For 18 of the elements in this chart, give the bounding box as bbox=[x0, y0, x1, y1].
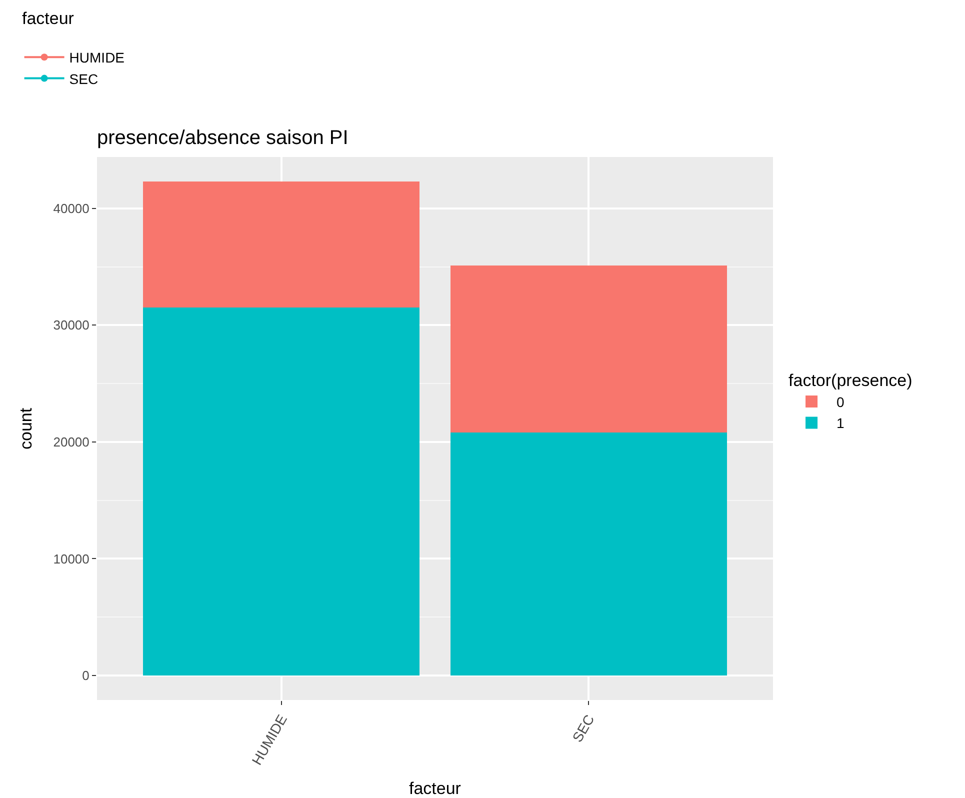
bar bbox=[450, 266, 727, 433]
x-axis-title: facteur bbox=[409, 779, 462, 798]
legend-label: 1 bbox=[836, 415, 845, 432]
bar bbox=[143, 182, 420, 308]
y-tick-label: 0 bbox=[82, 668, 90, 684]
bar bbox=[143, 308, 420, 676]
text: facteur bbox=[22, 9, 74, 28]
legend-title: factor(presence) bbox=[788, 370, 912, 390]
y-tick-label: 30000 bbox=[53, 318, 90, 333]
y-tick-label: 10000 bbox=[53, 551, 90, 566]
legend-label: SEC bbox=[69, 70, 98, 87]
y-tick-label: 20000 bbox=[53, 434, 90, 450]
legend-label: HUMIDE bbox=[69, 50, 125, 66]
y-axis-title: count bbox=[16, 408, 36, 450]
y-tick-label: 40000 bbox=[53, 200, 90, 216]
legend-label: 0 bbox=[836, 394, 845, 410]
chart-title: presence/absence saison PI bbox=[97, 127, 348, 149]
bar bbox=[450, 432, 727, 676]
